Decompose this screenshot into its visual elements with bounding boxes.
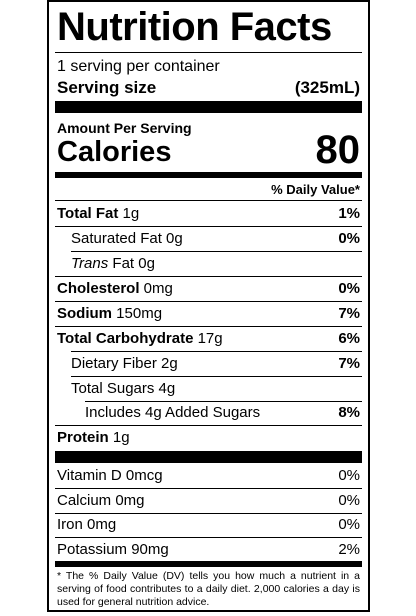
divider — [55, 537, 362, 538]
daily-value-header: % Daily Value* — [271, 182, 360, 197]
vitamin-d-row: Vitamin D 0mcg — [57, 467, 163, 484]
total-fat-dv: 1% — [338, 205, 360, 222]
calories-value: 80 — [315, 128, 361, 172]
saturated-fat-row: Saturated Fat 0g — [71, 230, 183, 247]
nutrient-amount: 1g — [118, 205, 140, 222]
divider — [55, 52, 362, 53]
vitamin-d-dv: 0% — [338, 467, 360, 484]
divider — [55, 425, 362, 426]
potassium-row: Potassium 90mg — [57, 541, 169, 558]
added-sugars-dv: 8% — [338, 404, 360, 421]
nutrient-name: Sodium — [57, 305, 112, 322]
servings-per-container: 1 serving per container — [57, 58, 220, 75]
total-fat-row: Total Fat 1g — [57, 205, 139, 222]
thick-divider — [55, 561, 362, 567]
calcium-row: Calcium 0mg — [57, 492, 145, 509]
nutrient-amount: 1g — [108, 429, 130, 446]
nutrient-amount: 17g — [193, 330, 223, 347]
trans-italic: Trans — [71, 255, 109, 272]
nutrient-name: Total Fat — [57, 205, 119, 222]
nutrient-name: Total Carbohydrate — [57, 330, 194, 347]
divider — [55, 326, 362, 327]
protein-row: Protein 1g — [57, 429, 130, 446]
sodium-dv: 7% — [338, 305, 360, 322]
iron-dv: 0% — [338, 516, 360, 533]
total-carbohydrate-dv: 6% — [338, 330, 360, 347]
thick-divider — [55, 451, 362, 463]
nutrient-amount: 0mg — [139, 280, 173, 297]
calcium-dv: 0% — [338, 492, 360, 509]
serving-size-value: (325mL) — [294, 78, 360, 97]
divider — [55, 226, 362, 227]
dietary-fiber-dv: 7% — [338, 355, 360, 372]
divider — [55, 301, 362, 302]
divider — [71, 251, 362, 252]
nutrient-amount: 150mg — [112, 305, 163, 322]
nutrient-name: Protein — [57, 429, 109, 446]
footnote: * The % Daily Value (DV) tells you how m… — [57, 570, 360, 608]
added-sugars-row: Includes 4g Added Sugars — [85, 404, 261, 421]
saturated-fat-dv: 0% — [338, 230, 360, 247]
total-carbohydrate-row: Total Carbohydrate 17g — [57, 330, 223, 347]
nutrient-name: Cholesterol — [57, 280, 140, 297]
iron-row: Iron 0mg — [57, 516, 117, 533]
divider — [71, 376, 362, 377]
nutrition-facts-panel: Nutrition Facts 1 serving per container … — [47, 0, 370, 612]
trans-fat-row: Trans Fat 0g — [71, 255, 155, 272]
divider — [55, 200, 362, 201]
divider — [55, 276, 362, 277]
potassium-dv: 2% — [338, 541, 360, 558]
serving-size-label: Serving size — [57, 78, 157, 97]
thick-divider — [55, 101, 362, 113]
divider — [55, 513, 362, 514]
cholesterol-dv: 0% — [338, 280, 360, 297]
trans-fat-rest: Fat 0g — [108, 255, 155, 272]
total-sugars-row: Total Sugars 4g — [71, 380, 176, 397]
divider — [55, 488, 362, 489]
cholesterol-row: Cholesterol 0mg — [57, 280, 173, 297]
calories-label: Calories — [57, 136, 172, 168]
sodium-row: Sodium 150mg — [57, 305, 162, 322]
thick-divider — [55, 172, 362, 178]
label-title: Nutrition Facts — [57, 5, 332, 49]
divider — [85, 401, 362, 402]
divider — [71, 351, 362, 352]
amount-per-serving: Amount Per Serving — [57, 120, 192, 136]
dietary-fiber-row: Dietary Fiber 2g — [71, 355, 178, 372]
